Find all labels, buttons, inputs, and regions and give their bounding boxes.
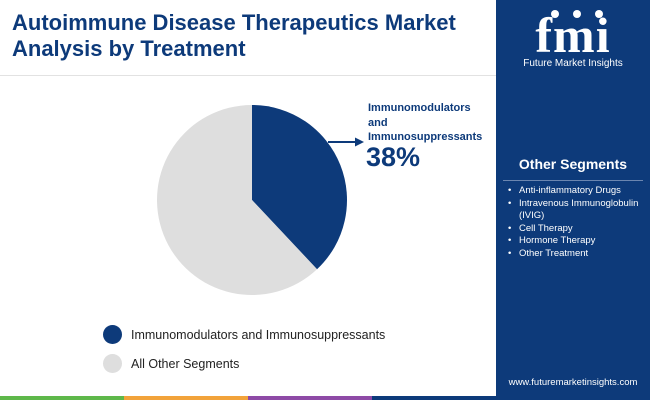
list-item: Cell Therapy bbox=[506, 223, 644, 236]
chart-legend: Immunomodulators and Immunosuppressants … bbox=[103, 320, 385, 378]
title-divider bbox=[0, 75, 496, 76]
website-link[interactable]: www.futuremarketinsights.com bbox=[508, 377, 638, 388]
fmi-logo: fmi Future Market Insights bbox=[514, 8, 632, 72]
list-item: Hormone Therapy bbox=[506, 235, 644, 248]
other-segments-title: Other Segments bbox=[518, 156, 628, 172]
pie-slices bbox=[157, 105, 348, 295]
title-line-2: Analysis by Treatment bbox=[12, 36, 246, 61]
callout-arrow bbox=[328, 137, 364, 147]
title-line-1: Autoimmune Disease Therapeutics Market bbox=[12, 10, 456, 35]
bottom-bar-segment bbox=[124, 396, 248, 400]
sidebar-divider bbox=[503, 180, 643, 181]
other-segments-list: Anti-inflammatory Drugs Intravenous Immu… bbox=[506, 185, 644, 260]
callout-value: 38% bbox=[366, 142, 421, 172]
bottom-bar-segment bbox=[248, 396, 372, 400]
legend-label: All Other Segments bbox=[131, 356, 240, 371]
legend-item-immunomodulators: Immunomodulators and Immunosuppressants bbox=[103, 320, 385, 349]
callout-label: Immunomodulators and Immunosuppressants bbox=[368, 101, 493, 145]
bottom-color-bar bbox=[0, 396, 496, 400]
legend-item-other-segments: All Other Segments bbox=[103, 349, 385, 378]
pie-slice-immunomodulators bbox=[252, 105, 348, 270]
pie-chart bbox=[157, 105, 364, 295]
callout-label-line: Immunosuppressants bbox=[368, 131, 483, 143]
fmi-logo-letters: fmi bbox=[535, 8, 609, 56]
callout-label-line: Immunomodulators bbox=[368, 102, 471, 114]
page-title: Autoimmune Disease Therapeutics Market A… bbox=[12, 10, 482, 62]
list-item: Intravenous Immunoglobulin (IVIG) bbox=[506, 198, 644, 223]
callout-arrow-head bbox=[355, 137, 364, 147]
callout-label-line: and bbox=[368, 116, 388, 129]
legend-swatch bbox=[103, 354, 122, 373]
fmi-logo-caption: Future Market Insights bbox=[523, 58, 623, 69]
list-item: Other Treatment bbox=[506, 248, 644, 261]
legend-label: Immunomodulators and Immunosuppressants bbox=[131, 327, 386, 342]
bottom-bar-segment bbox=[372, 396, 496, 400]
legend-swatch bbox=[103, 325, 122, 344]
bottom-bar-segment bbox=[0, 396, 124, 400]
pie-slice-other-segments bbox=[157, 105, 318, 295]
sidebar: fmi Future Market Insights Other Segment… bbox=[496, 0, 650, 400]
list-item: Anti-inflammatory Drugs bbox=[506, 185, 644, 198]
